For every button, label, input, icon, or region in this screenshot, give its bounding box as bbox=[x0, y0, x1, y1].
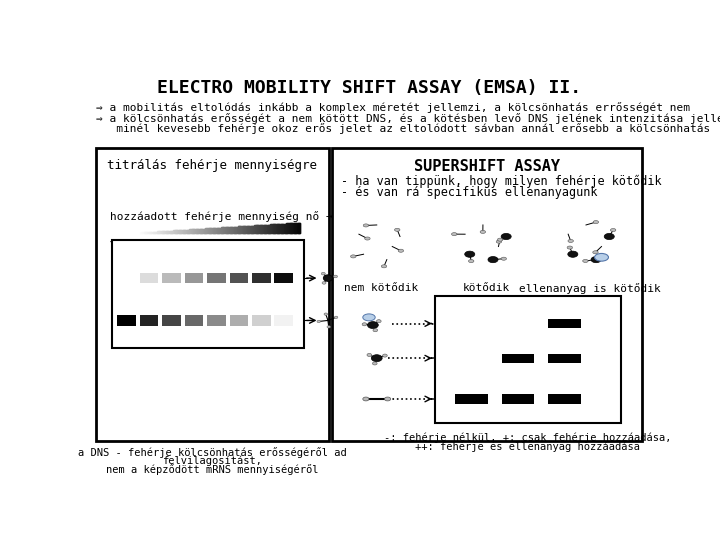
Ellipse shape bbox=[367, 322, 378, 328]
Text: - ha van tippünk, hogy milyen fehérje kötődik: - ha van tippünk, hogy milyen fehérje kö… bbox=[341, 175, 662, 188]
Bar bbox=[230, 273, 248, 284]
Ellipse shape bbox=[501, 257, 506, 260]
Bar bbox=[162, 273, 181, 284]
Bar bbox=[455, 394, 487, 403]
Text: ⇒ a mobilitás eltolódás inkább a komplex méretét jellemzi, a kölcsönhatás errőss: ⇒ a mobilitás eltolódás inkább a komplex… bbox=[96, 102, 690, 113]
Ellipse shape bbox=[362, 323, 366, 326]
Ellipse shape bbox=[567, 246, 572, 249]
Ellipse shape bbox=[395, 228, 400, 231]
Text: nem a képződött mRNS mennyiségéről: nem a képződött mRNS mennyiségéről bbox=[107, 464, 319, 475]
Text: ++: ++ bbox=[556, 302, 572, 316]
Ellipse shape bbox=[372, 362, 377, 365]
Ellipse shape bbox=[324, 313, 328, 315]
Ellipse shape bbox=[496, 240, 502, 243]
Ellipse shape bbox=[498, 238, 503, 241]
Bar bbox=[184, 273, 203, 284]
Ellipse shape bbox=[398, 249, 404, 252]
Ellipse shape bbox=[480, 231, 485, 233]
Ellipse shape bbox=[363, 224, 369, 227]
Bar bbox=[435, 296, 621, 423]
Bar bbox=[252, 273, 271, 284]
Ellipse shape bbox=[372, 355, 382, 362]
Ellipse shape bbox=[604, 233, 614, 240]
Bar bbox=[140, 273, 158, 284]
Ellipse shape bbox=[464, 251, 474, 257]
Text: ELECTRO MOBILITY SHIFT ASSAY (EMSA) II.: ELECTRO MOBILITY SHIFT ASSAY (EMSA) II. bbox=[157, 79, 581, 97]
Ellipse shape bbox=[363, 397, 369, 401]
Bar bbox=[207, 315, 225, 326]
Text: ellenanyag is kötődik: ellenanyag is kötődik bbox=[519, 283, 661, 294]
Text: nem kötődik: nem kötődik bbox=[343, 283, 418, 293]
Bar bbox=[502, 394, 534, 403]
Bar bbox=[332, 148, 642, 441]
Bar bbox=[548, 354, 580, 363]
Text: SUPERSHIFT ASSAY: SUPERSHIFT ASSAY bbox=[414, 159, 560, 174]
Text: felvilagosítást,: felvilagosítást, bbox=[163, 455, 263, 465]
Text: a DNS - fehérje kölcsönhatás erősségéről ad: a DNS - fehérje kölcsönhatás erősségéről… bbox=[78, 447, 347, 458]
Text: +: + bbox=[140, 236, 148, 249]
Text: ⇒ a kölcsönhatás erősségét a nem kötött DNS, és a kötésben levő DNS jelének inte: ⇒ a kölcsönhatás erősségét a nem kötött … bbox=[96, 112, 720, 124]
Ellipse shape bbox=[591, 256, 601, 262]
Ellipse shape bbox=[593, 251, 598, 254]
Bar bbox=[207, 273, 225, 284]
Text: -: - bbox=[107, 236, 116, 249]
Bar bbox=[252, 315, 271, 326]
Ellipse shape bbox=[367, 353, 372, 356]
Text: -: - bbox=[467, 302, 475, 316]
Ellipse shape bbox=[382, 354, 387, 357]
Ellipse shape bbox=[317, 320, 320, 322]
Text: -: fehérje nélkül, +: csak fehérje hozzáadása,: -: fehérje nélkül, +: csak fehérje hozzá… bbox=[384, 432, 672, 443]
Ellipse shape bbox=[568, 239, 573, 242]
Bar bbox=[274, 273, 293, 284]
Text: ++: fehérje és ellenanyag hozzáadása: ++: fehérje és ellenanyag hozzáadása bbox=[415, 441, 640, 452]
Ellipse shape bbox=[365, 237, 370, 240]
Text: titrálás fehérje mennyiségre: titrálás fehérje mennyiségre bbox=[107, 159, 318, 172]
Text: +: + bbox=[513, 302, 522, 316]
Bar bbox=[117, 315, 136, 326]
Ellipse shape bbox=[323, 275, 333, 281]
Ellipse shape bbox=[322, 281, 326, 284]
Ellipse shape bbox=[488, 256, 498, 262]
Bar bbox=[112, 240, 304, 348]
Bar bbox=[502, 354, 534, 363]
Ellipse shape bbox=[469, 260, 474, 262]
Ellipse shape bbox=[568, 251, 578, 257]
Ellipse shape bbox=[377, 320, 381, 323]
Text: minél kevesebb fehérje okoz erős jelet az eltolódott sávban annál erősebb a kölc: minél kevesebb fehérje okoz erős jelet a… bbox=[96, 123, 711, 134]
Bar bbox=[117, 273, 136, 284]
Bar bbox=[162, 315, 181, 326]
Bar bbox=[274, 315, 293, 326]
Ellipse shape bbox=[382, 265, 387, 268]
Ellipse shape bbox=[373, 329, 377, 332]
Ellipse shape bbox=[351, 255, 356, 258]
Ellipse shape bbox=[595, 253, 608, 261]
Text: kötődik: kötődik bbox=[463, 283, 510, 293]
Bar bbox=[548, 394, 580, 403]
Bar bbox=[96, 148, 329, 441]
Ellipse shape bbox=[363, 314, 375, 321]
Ellipse shape bbox=[593, 220, 598, 224]
Text: hozzáadott fehérje mennyiség nő →: hozzáadott fehérje mennyiség nő → bbox=[110, 211, 333, 222]
Ellipse shape bbox=[451, 233, 457, 235]
Ellipse shape bbox=[333, 275, 338, 278]
Ellipse shape bbox=[582, 259, 588, 262]
Text: - és van rá specifikus ellenanyagunk: - és van rá specifikus ellenanyagunk bbox=[341, 186, 598, 199]
Ellipse shape bbox=[501, 233, 511, 240]
Ellipse shape bbox=[611, 228, 616, 232]
Bar bbox=[230, 315, 248, 326]
Ellipse shape bbox=[334, 316, 338, 319]
Ellipse shape bbox=[384, 397, 391, 401]
Bar bbox=[548, 319, 580, 328]
Ellipse shape bbox=[321, 272, 325, 275]
Bar bbox=[184, 315, 203, 326]
Ellipse shape bbox=[327, 326, 330, 328]
Bar bbox=[140, 315, 158, 326]
